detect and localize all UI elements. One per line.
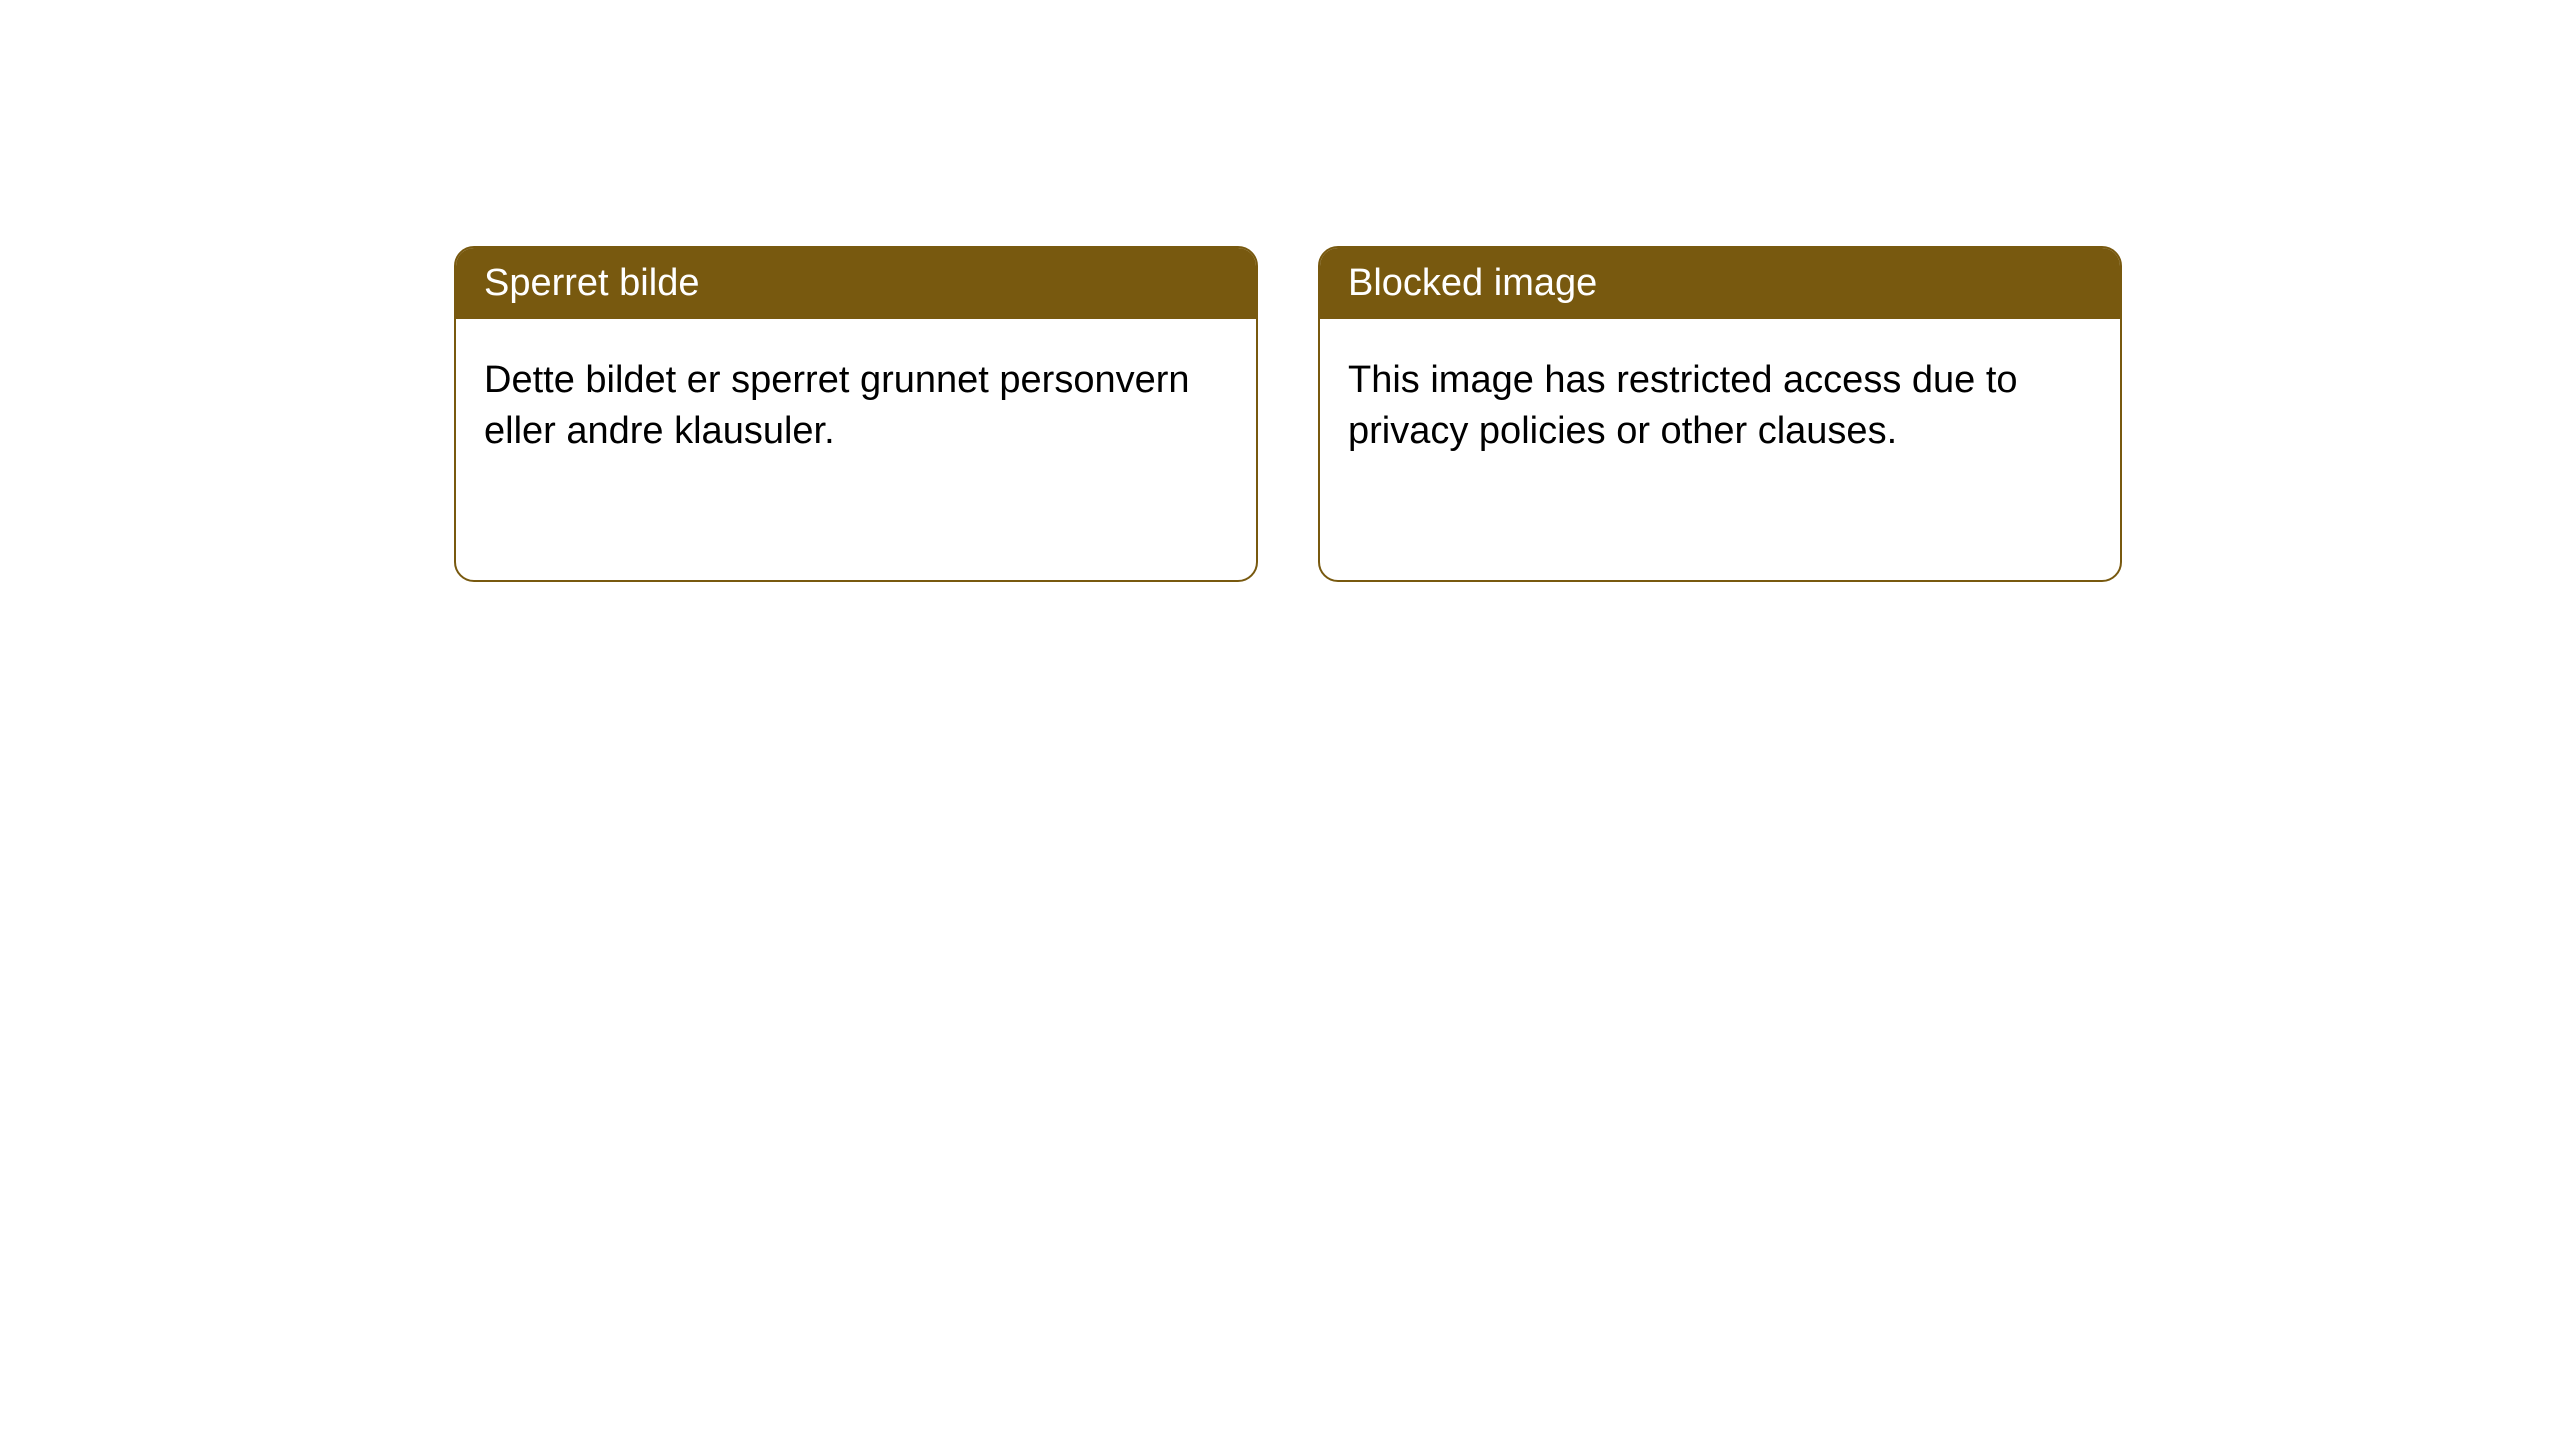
notice-card-english: Blocked image This image has restricted …: [1318, 246, 2122, 582]
notice-body: This image has restricted access due to …: [1320, 319, 2120, 494]
notice-header: Blocked image: [1320, 248, 2120, 319]
notice-body: Dette bildet er sperret grunnet personve…: [456, 319, 1256, 494]
notice-title: Blocked image: [1348, 262, 1597, 304]
notice-container: Sperret bilde Dette bildet er sperret gr…: [0, 0, 2560, 582]
notice-header: Sperret bilde: [456, 248, 1256, 319]
notice-title: Sperret bilde: [484, 262, 699, 304]
notice-text: This image has restricted access due to …: [1348, 359, 2018, 452]
notice-card-norwegian: Sperret bilde Dette bildet er sperret gr…: [454, 246, 1258, 582]
notice-text: Dette bildet er sperret grunnet personve…: [484, 359, 1190, 452]
